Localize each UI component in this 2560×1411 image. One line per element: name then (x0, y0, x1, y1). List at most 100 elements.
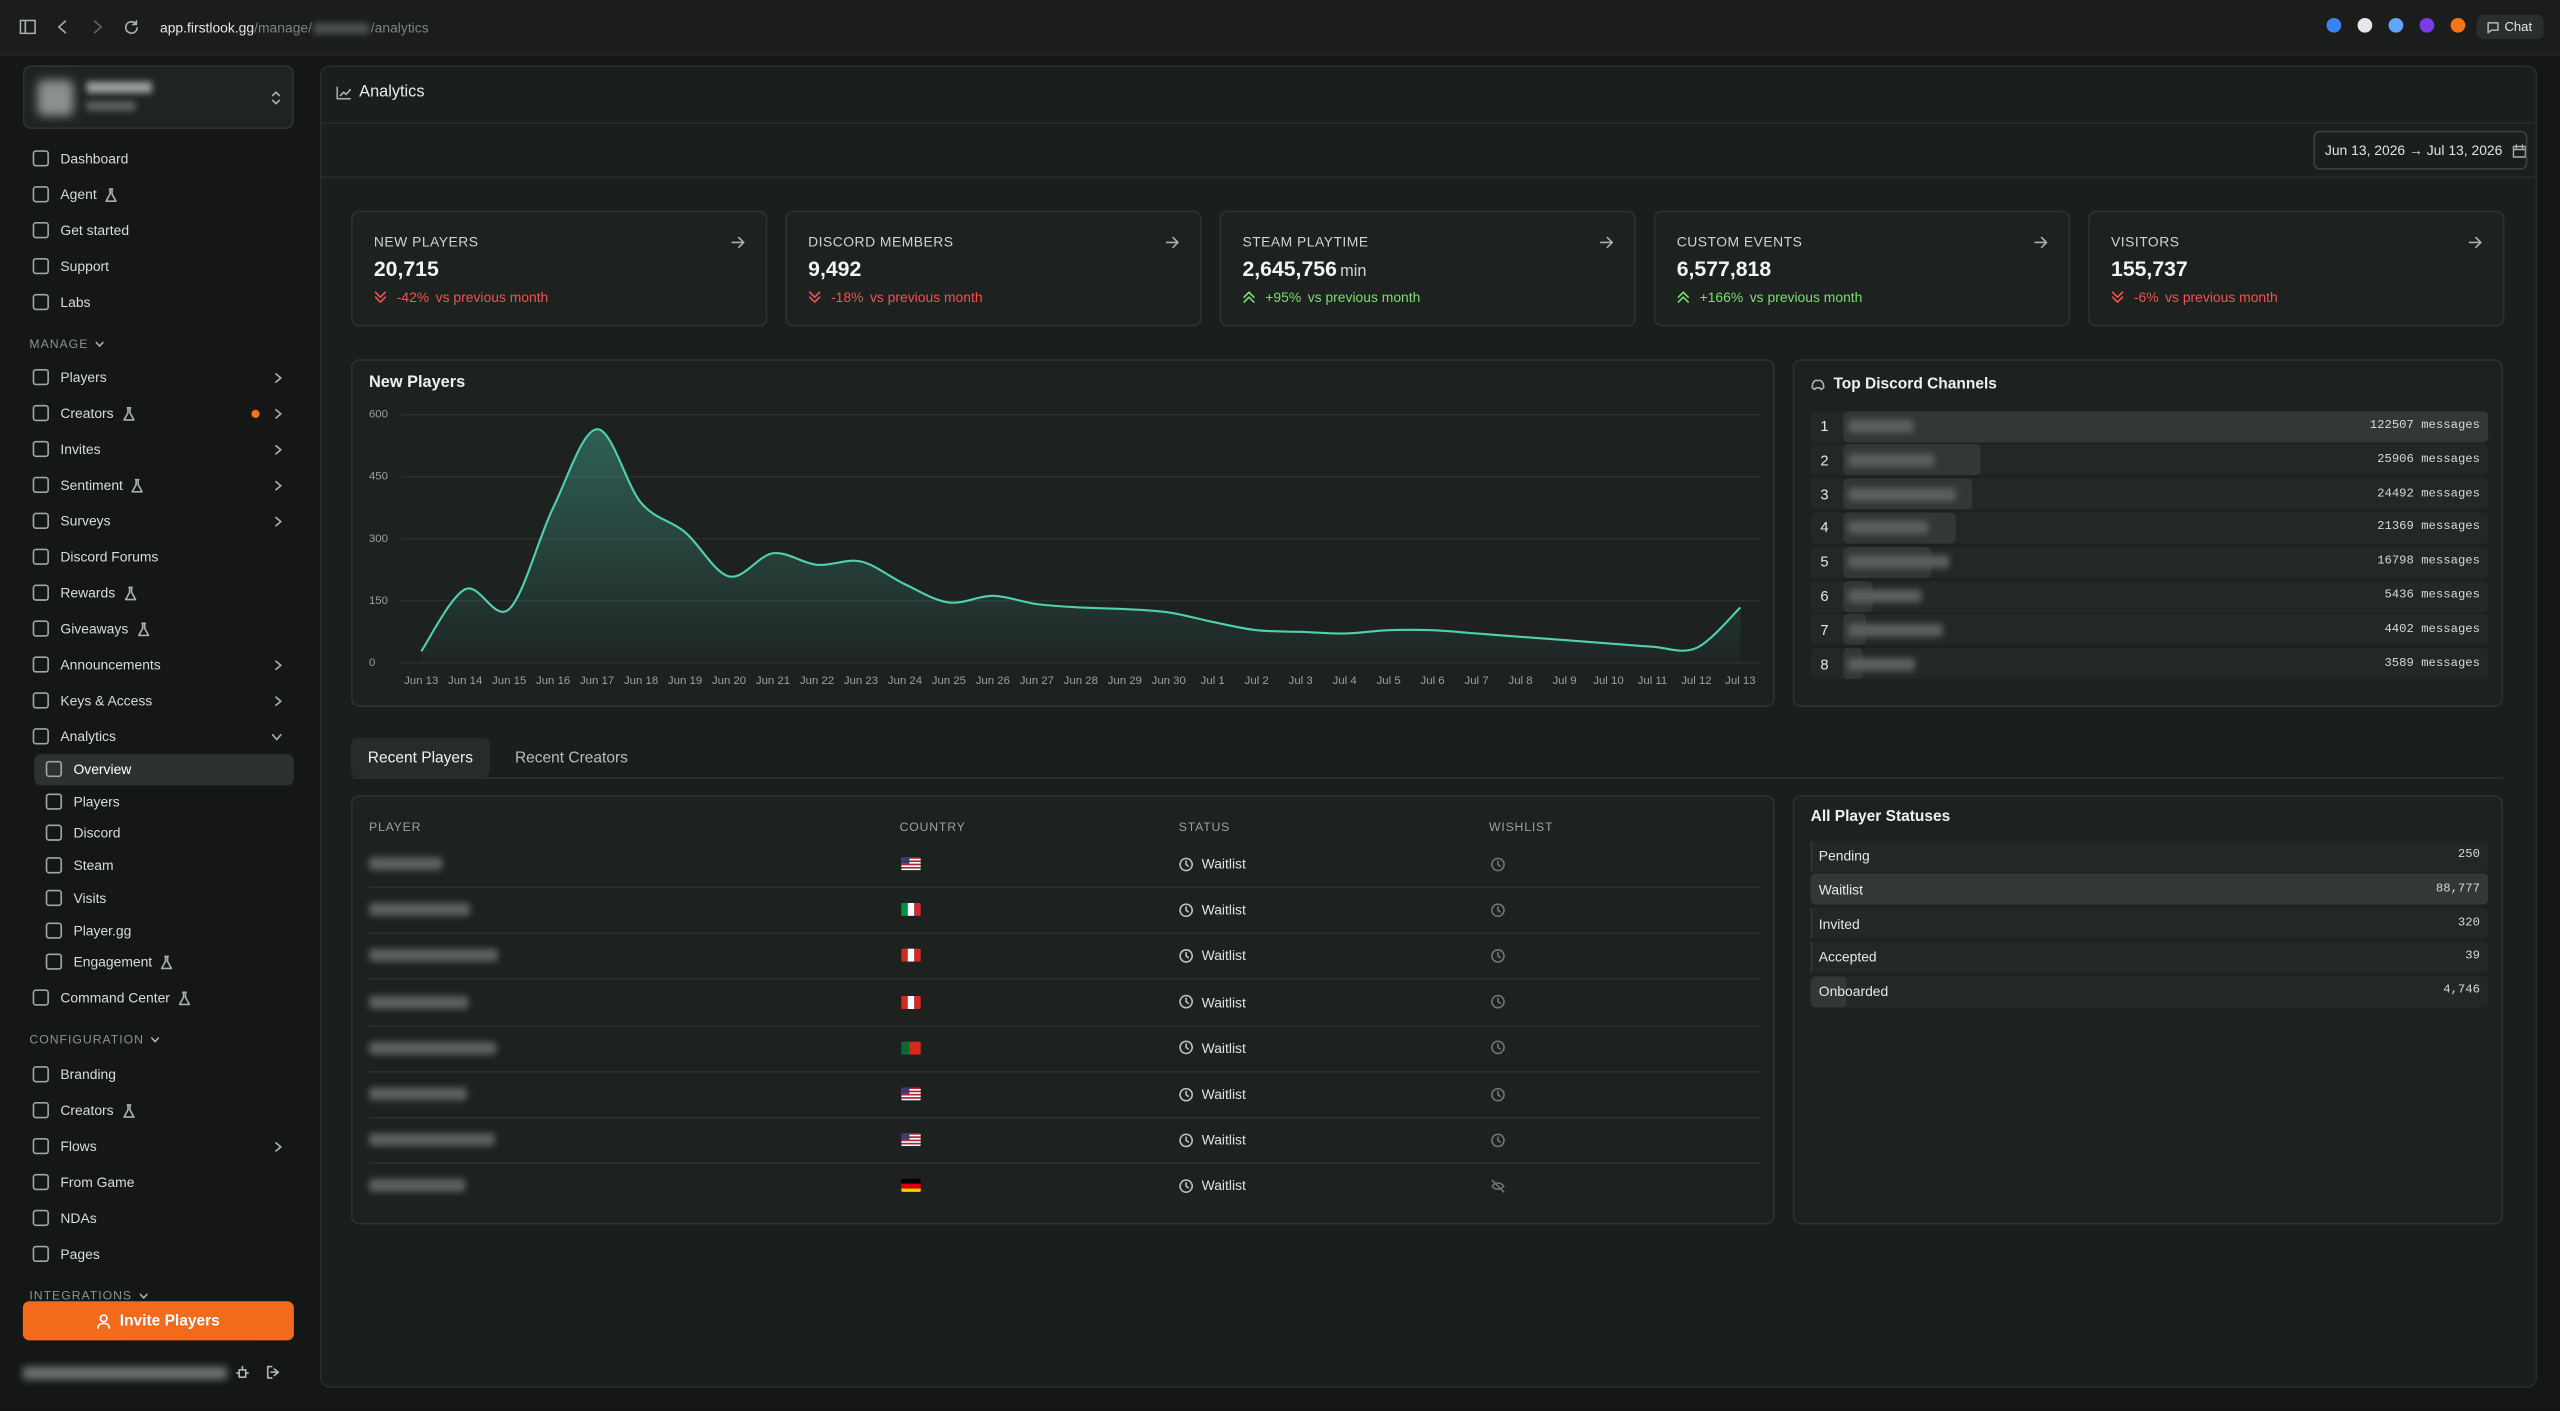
x-tick-label: Jun 16 (536, 675, 570, 687)
x-tick-label: Jul 13 (1725, 675, 1755, 687)
extension-icon[interactable] (2420, 18, 2435, 33)
nav-icon (46, 889, 62, 905)
nav-item[interactable]: Branding (23, 1059, 294, 1090)
beta-icon (131, 478, 144, 493)
nav-icon (46, 922, 62, 938)
nav-item[interactable]: Creators (23, 398, 294, 429)
nav-item[interactable]: Sentiment (23, 469, 294, 500)
tab[interactable]: Recent Players (351, 738, 490, 777)
nav-item[interactable]: Dashboard (23, 143, 294, 174)
nav-item[interactable]: Invites (23, 433, 294, 464)
trend-icon-shape (1678, 292, 1688, 302)
nav-item[interactable]: Flows (23, 1131, 294, 1162)
nav-item[interactable]: Players (34, 786, 294, 817)
nav-item[interactable]: Announcements (23, 649, 294, 680)
player-name-redacted[interactable] (369, 857, 442, 870)
nav-item[interactable]: Support (23, 251, 294, 282)
section-heading[interactable]: CONFIGURATION (29, 1030, 160, 1050)
section-heading[interactable]: MANAGE (29, 335, 104, 355)
nav-item[interactable]: Discord (34, 818, 294, 849)
date-range-label: Jun 13, 2026 → Jul 13, 2026 (2325, 142, 2502, 158)
nav-item[interactable]: Labs (23, 287, 294, 318)
beta-icon-shape (123, 407, 133, 419)
channel-messages: 5436 messages (2284, 586, 2480, 606)
country-flag (901, 1179, 921, 1192)
nav-icon (33, 513, 49, 529)
nav-item[interactable]: Engagement (34, 946, 294, 977)
invite-players-button[interactable]: Invite Players (23, 1301, 294, 1340)
tab[interactable]: Recent Creators (498, 738, 645, 777)
country-flag (901, 995, 921, 1008)
nav-item[interactable]: Keys & Access (23, 685, 294, 716)
nav-item[interactable]: Steam (34, 850, 294, 881)
nav-chevron (274, 659, 282, 670)
nav-item[interactable]: Players (23, 362, 294, 393)
nav-icon (33, 728, 49, 744)
nav-item[interactable]: Player.gg (34, 914, 294, 945)
extension-icon[interactable] (2327, 18, 2342, 33)
x-tick-label: Jul 6 (1421, 675, 1445, 687)
status-icon-shape (1180, 1088, 1192, 1100)
player-name-redacted[interactable] (369, 1041, 496, 1054)
channel-name-redacted (1848, 487, 1956, 500)
nav-item[interactable]: Get started (23, 215, 294, 246)
player-name-redacted[interactable] (369, 903, 470, 916)
wishlist-icon-shape (1492, 1088, 1504, 1100)
nav-item[interactable]: Surveys (23, 505, 294, 536)
nav-item[interactable]: Discord Forums (23, 541, 294, 572)
nav-label: Steam (73, 857, 113, 873)
logout-icon (266, 1365, 281, 1380)
nav-item[interactable]: Agent (23, 179, 294, 210)
chat-label: Chat (2504, 20, 2532, 35)
url-host: app.firstlook.gg (160, 18, 254, 38)
nav-item[interactable]: From Game (23, 1167, 294, 1198)
nav-label: Visits (73, 889, 106, 905)
nav-icon (33, 1138, 49, 1154)
extension-icon[interactable] (2389, 18, 2404, 33)
nav-item[interactable]: Command Center (23, 982, 294, 1013)
extension-icon[interactable] (2358, 18, 2373, 33)
stat-value: 20,715 (374, 258, 439, 281)
nav-chevron-shape (276, 696, 281, 704)
channel-messages: 21369 messages (2284, 518, 2480, 538)
discord-icon-shape (1812, 380, 1823, 389)
nav-item[interactable]: Visits (34, 882, 294, 913)
player-name-redacted[interactable] (369, 1133, 495, 1146)
reload-icon (124, 20, 139, 35)
nav-label: Pages (60, 1246, 99, 1262)
player-name-redacted[interactable] (369, 949, 498, 962)
nav-item[interactable]: NDAs (23, 1202, 294, 1233)
nav-item[interactable]: Analytics (23, 721, 294, 752)
stat-label: STEAM PLAYTIME (1242, 232, 1368, 252)
chat-button[interactable]: Chat (2477, 15, 2544, 39)
chat-icon-shape (2488, 22, 2498, 32)
player-name-redacted[interactable] (369, 1179, 465, 1192)
nav-icon (33, 222, 49, 238)
extension-icon[interactable] (2451, 18, 2466, 33)
player-status: Waitlist (1202, 900, 1246, 920)
nav-item[interactable]: Giveaways (23, 613, 294, 644)
nav-item[interactable]: Overview (34, 753, 294, 784)
flag-band (914, 903, 921, 916)
nav-item[interactable]: Pages (23, 1238, 294, 1269)
bug-report-icon (235, 1365, 250, 1380)
beta-icon (136, 621, 149, 636)
stat-comparison: vs previous month (2165, 287, 2278, 307)
nav-label: Keys & Access (60, 692, 152, 708)
player-name-redacted[interactable] (369, 1087, 467, 1100)
x-tick-label: Jun 23 (844, 675, 878, 687)
x-tick-label: Jun 20 (712, 675, 746, 687)
nav-item[interactable]: Creators (23, 1095, 294, 1126)
date-range-button[interactable]: Jun 13, 2026 → Jul 13, 2026 (2313, 131, 2527, 170)
player-name-redacted[interactable] (369, 995, 469, 1008)
chart-title: New Players (369, 374, 465, 394)
beta-icon (122, 1103, 135, 1118)
nav-item[interactable]: Rewards (23, 577, 294, 608)
org-switcher[interactable] (23, 65, 294, 129)
sidebar-toggle-icon (20, 20, 36, 35)
